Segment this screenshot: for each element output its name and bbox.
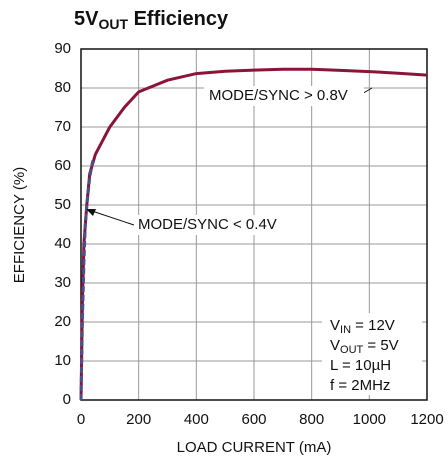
y-tick-label: 80 [54, 79, 71, 96]
annotation-part: V [330, 317, 340, 334]
annotation-part: = 5V [363, 337, 398, 354]
y-tick-label: 10 [54, 352, 71, 369]
annotation-subscript: OUT [340, 344, 364, 356]
annotation-line: VOUT = 5V [330, 337, 399, 356]
y-tick-label: 30 [54, 274, 71, 291]
annotation-part: = 12V [351, 317, 395, 334]
x-tick-label: 400 [184, 411, 209, 428]
y-tick-label: 90 [54, 40, 71, 57]
x-tick-label: 0 [77, 411, 85, 428]
x-axis-label: LOAD CURRENT (mA) [177, 439, 332, 456]
y-tick-label: 60 [54, 157, 71, 174]
annotation-part: f = 2MHz [330, 377, 390, 394]
annotation-subscript: IN [340, 324, 351, 336]
y-tick-label: 70 [54, 118, 71, 135]
leader-line [91, 210, 135, 226]
annotation-part: L = 10µH [330, 357, 391, 374]
annotation-line: VIN = 12V [330, 317, 395, 336]
title-part: Efficiency [128, 8, 229, 30]
annotation-line: L = 10µH [330, 357, 391, 374]
label-bg [204, 86, 364, 106]
series-label: MODE/SYNC > 0.8V [209, 87, 348, 104]
title-part: 5V [74, 8, 99, 30]
label-bg [134, 215, 292, 235]
annotation-line: f = 2MHz [330, 377, 390, 394]
x-tick-label: 1000 [353, 411, 386, 428]
y-tick-label: 20 [54, 313, 71, 330]
x-tick-label: 800 [299, 411, 324, 428]
y-tick-label: 40 [54, 235, 71, 252]
x-tick-label: 200 [126, 411, 151, 428]
x-tick-label: 600 [241, 411, 266, 428]
x-tick-label: 1200 [410, 411, 443, 428]
chart-title: 5VOUT Efficiency [74, 8, 229, 31]
data-line [79, 67, 428, 401]
title-subscript: OUT [98, 16, 128, 32]
arrow-head [86, 209, 96, 216]
series-label: MODE/SYNC < 0.4V [138, 216, 277, 233]
annotation-part: V [330, 337, 340, 354]
data-line [79, 157, 96, 401]
y-axis-label: EFFICIENCY (%) [11, 167, 28, 283]
y-tick-label: 50 [54, 196, 71, 213]
y-tick-label: 0 [63, 391, 71, 408]
annotation-box [322, 313, 422, 395]
plot-frame [80, 48, 428, 401]
